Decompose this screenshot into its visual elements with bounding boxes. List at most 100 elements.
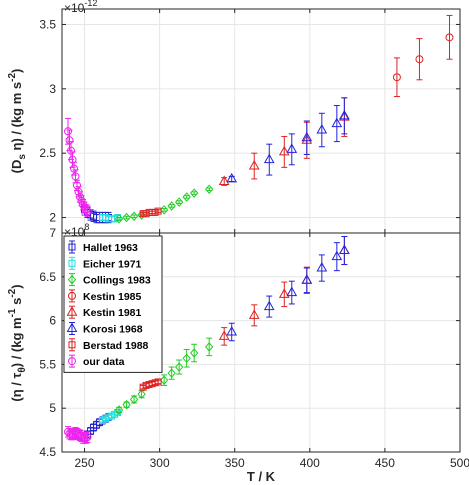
top-series-kestin-1985 <box>392 14 454 98</box>
bottom-marks <box>64 236 350 444</box>
data-point <box>154 378 162 386</box>
data-point <box>226 172 238 183</box>
data-point <box>263 153 275 164</box>
data-point <box>83 207 92 216</box>
bottom-ticks: 4.5 5 5.5 6 6.5 7 250 300 350 400 450 500 <box>39 226 469 470</box>
legend-label: Korosi 1968 <box>83 324 143 336</box>
legend-marker <box>68 357 76 366</box>
data-point <box>338 109 350 120</box>
data-point <box>114 405 124 415</box>
data-point <box>278 145 290 156</box>
data-point <box>167 368 176 378</box>
x-tick-label: 400 <box>300 456 320 470</box>
data-point <box>67 146 76 155</box>
data-point <box>122 212 131 223</box>
top-y-tick-label: 3.5 <box>39 17 56 31</box>
data-point <box>286 143 298 153</box>
top-marks <box>64 14 454 224</box>
data-point <box>129 394 139 405</box>
data-point <box>174 197 184 207</box>
bottom-series-collings-1983 <box>114 337 214 415</box>
top-series-korosi-1968 <box>226 97 350 183</box>
legend-box <box>63 235 163 373</box>
data-point <box>154 207 162 215</box>
legend-item: Berstad 1988 <box>68 338 149 352</box>
data-point <box>137 210 146 220</box>
bottom-y-axis-label: (η / τθ) / (kg m-1 s-2) <box>7 284 28 401</box>
data-point <box>82 433 91 442</box>
legend-marker <box>68 259 76 267</box>
top-exponent-label: ×10-12 <box>64 0 97 15</box>
x-tick-label: 350 <box>225 456 245 470</box>
x-axis-label: T / K <box>247 469 276 484</box>
bottom-y-tick-label: 7 <box>49 226 56 240</box>
top-series-collings-1983 <box>114 184 214 224</box>
bottom-series-our-data <box>64 426 92 444</box>
legend-item: Kestin 1981 <box>66 305 142 319</box>
data-point <box>331 250 343 261</box>
x-tick-label: 450 <box>375 456 395 470</box>
data-point <box>65 136 74 145</box>
data-point <box>182 192 191 202</box>
data-point <box>205 342 214 352</box>
top-series-berstad-1988 <box>139 207 162 218</box>
bottom-series-eicher-1971 <box>99 409 122 424</box>
data-point <box>218 175 230 186</box>
top-y-tick-label: 3 <box>49 82 56 96</box>
bottom-y-tick-label: 5 <box>49 401 56 415</box>
data-point <box>316 123 328 134</box>
data-point <box>286 286 298 297</box>
data-point <box>159 375 169 385</box>
x-tick-label: 500 <box>450 456 469 470</box>
data-point <box>248 160 260 170</box>
data-point <box>316 262 328 272</box>
data-point <box>263 300 275 311</box>
x-tick-label: 300 <box>150 456 170 470</box>
top-y-tick-label: 2 <box>49 211 56 225</box>
top-series-our-data <box>64 117 92 217</box>
data-point <box>278 288 290 298</box>
legend-label: our data <box>83 356 125 368</box>
bottom-y-tick-label: 4.5 <box>39 445 56 459</box>
legend-marker <box>66 306 78 316</box>
legend-label: Kestin 1985 <box>83 291 142 303</box>
legend-marker <box>67 274 77 285</box>
legend-label: Berstad 1988 <box>83 340 149 352</box>
data-point <box>338 244 350 255</box>
legend-item: our data <box>68 354 125 368</box>
bottom-panel: 4.5 5 5.5 6 6.5 7 250 300 350 400 450 500 ×108 (η /… <box>7 222 469 484</box>
data-point <box>415 55 424 64</box>
data-point <box>205 184 214 194</box>
data-point <box>190 348 199 358</box>
data-point <box>174 362 184 372</box>
legend-label: Collings 1983 <box>83 275 151 287</box>
legend-label: Eicher 1971 <box>83 258 142 270</box>
bottom-y-tick-label: 5.5 <box>39 357 56 371</box>
data-point <box>70 164 79 173</box>
legend-label: Hallet 1963 <box>83 242 138 254</box>
data-point <box>226 325 238 336</box>
bottom-y-tick-label: 6 <box>49 314 56 328</box>
legend-marker <box>68 291 76 300</box>
data-point <box>331 117 343 128</box>
data-point <box>301 274 313 284</box>
bottom-axes-frame <box>61 232 461 453</box>
data-point <box>190 188 199 198</box>
data-point <box>248 309 260 319</box>
legend-item: Hallet 1963 <box>68 240 138 254</box>
legend-marker <box>66 322 78 332</box>
axes-frames <box>61 8 461 453</box>
data-point <box>122 399 131 410</box>
bottom-y-tick-label: 6.5 <box>39 270 56 284</box>
top-panel: 2 2.5 3 3.5 ×10-12 (Ds η) / (kg m s-2) <box>7 0 461 233</box>
x-tick-label: 250 <box>75 456 95 470</box>
bottom-series-korosi-1968 <box>226 236 350 342</box>
legend-item: Collings 1983 <box>67 273 151 287</box>
data-point <box>114 214 124 224</box>
legend-item: Korosi 1968 <box>66 322 143 336</box>
data-point <box>77 196 86 205</box>
data-point <box>445 33 454 42</box>
top-y-axis-label: (Ds η) / (kg m s-2) <box>7 69 28 174</box>
legend-marker <box>68 341 76 349</box>
